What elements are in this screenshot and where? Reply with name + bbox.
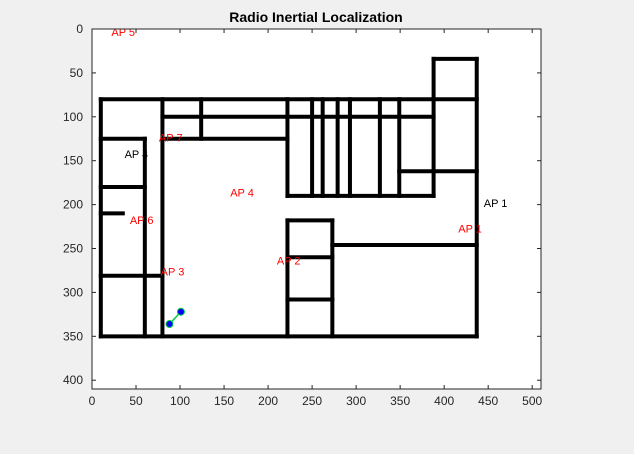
access-point-labels: AP 1 AP 1 AP 2 AP 3 AP 4 AP 4 AP 5 AP 6 AP 7 <box>111 27 507 279</box>
plot-frame <box>91 28 542 390</box>
floor-plan-walls <box>98 56 479 339</box>
trajectory <box>165 307 185 329</box>
access-point-label: AP 6 <box>130 215 154 227</box>
plot-area <box>92 29 541 389</box>
trajectory-point <box>165 320 174 329</box>
y-tick-label: 300 <box>63 285 83 299</box>
x-tick-label: 250 <box>302 394 322 408</box>
x-axis: 0 50 100 150 200 250 300 350 400 450 500 <box>89 29 543 408</box>
trajectory-point <box>176 307 185 316</box>
y-tick-label: 350 <box>63 329 83 343</box>
x-tick-label: 400 <box>434 394 454 408</box>
access-point-label: AP 1 <box>484 198 508 210</box>
access-point-label: AP 3 <box>161 267 185 279</box>
y-tick-label: 50 <box>70 66 84 80</box>
x-tick-label: 450 <box>478 394 498 408</box>
y-tick-label: 0 <box>76 22 83 36</box>
x-tick-label: 350 <box>390 394 410 408</box>
x-tick-label: 300 <box>346 394 366 408</box>
x-tick-label: 150 <box>214 394 234 408</box>
x-tick-label: 500 <box>522 394 542 408</box>
y-tick-label: 200 <box>63 198 83 212</box>
x-tick-label: 0 <box>89 394 96 408</box>
x-tick-label: 200 <box>258 394 278 408</box>
y-tick-label: 100 <box>63 110 83 124</box>
access-point-label: AP 1 <box>458 224 482 236</box>
x-tick-label: 50 <box>129 394 143 408</box>
access-point-label: AP 4 <box>230 188 254 200</box>
access-point-label: AP 2 <box>277 255 301 267</box>
access-point-label: AP 4 <box>125 149 149 161</box>
y-axis: 0 50 100 150 200 250 300 350 400 <box>63 22 541 387</box>
access-point-label: AP 7 <box>159 132 183 144</box>
chart-title: Radio Inertial Localization <box>229 9 402 25</box>
access-point-label: AP 5 <box>111 27 135 39</box>
y-tick-label: 150 <box>63 154 83 168</box>
y-tick-label: 400 <box>63 373 83 387</box>
y-tick-label: 250 <box>63 242 83 256</box>
x-tick-label: 100 <box>170 394 190 408</box>
